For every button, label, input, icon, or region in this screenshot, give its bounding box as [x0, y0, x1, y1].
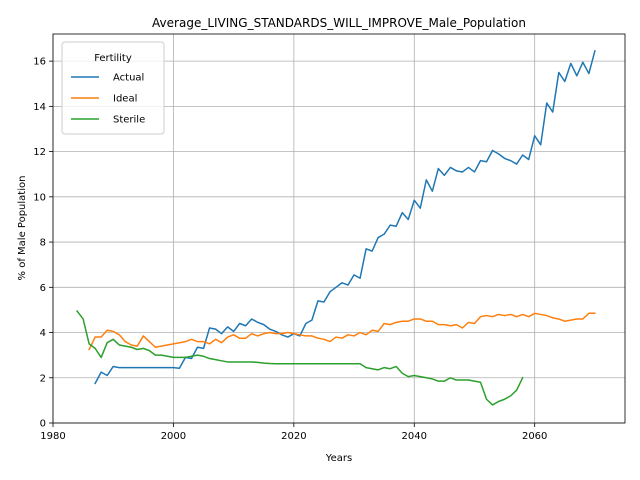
y-tick-label: 2: [40, 373, 46, 384]
y-tick-label: 8: [40, 238, 46, 249]
y-axis: 0 2 4 6 8 10 12 14 16: [33, 57, 53, 430]
y-tick-label: 0: [40, 419, 46, 430]
legend: Fertility Actual Ideal Sterile: [61, 41, 165, 135]
y-tick-label: 14: [33, 102, 46, 113]
legend-entries: Actual Ideal Sterile: [71, 73, 145, 126]
series-layer: [76, 50, 596, 406]
y-tick-label: 10: [33, 192, 46, 203]
grid-lines: [52, 34, 625, 424]
x-tick-label: 1980: [40, 431, 65, 442]
series-line-ideal: [88, 312, 596, 351]
legend-label-sterile: Sterile: [113, 115, 145, 126]
series-line-sterile: [76, 309, 524, 406]
y-tick-label: 6: [40, 283, 46, 294]
y-tick-label: 12: [33, 147, 46, 158]
chart-title: Average_LIVING_STANDARDS_WILL_IMPROVE_Ma…: [152, 16, 526, 30]
x-axis-label: Years: [325, 453, 352, 464]
legend-box: [61, 41, 165, 135]
x-tick-label: 2060: [522, 431, 547, 442]
x-axis: 1980 2000 2020 2040 2060: [40, 423, 547, 442]
series-line-actual: [94, 50, 596, 385]
y-tick-label: 4: [40, 328, 46, 339]
x-tick-label: 2000: [161, 431, 186, 442]
x-tick-label: 2020: [281, 431, 306, 442]
y-axis-label: % of Male Population: [17, 176, 28, 281]
y-tick-label: 16: [33, 57, 46, 68]
legend-title: Fertility: [94, 53, 132, 64]
legend-label-actual: Actual: [113, 73, 144, 84]
plot-area-frame: [52, 33, 626, 424]
x-tick-label: 2040: [402, 431, 427, 442]
legend-label-ideal: Ideal: [113, 94, 137, 105]
